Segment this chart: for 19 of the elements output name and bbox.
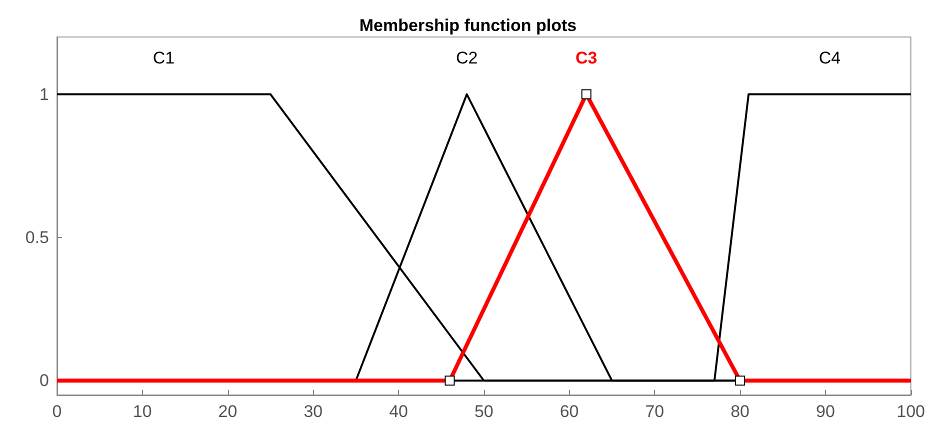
x-tick-label: 100 bbox=[896, 402, 926, 421]
y-tick-label: 1 bbox=[40, 84, 49, 104]
series-label: C4 bbox=[818, 48, 841, 68]
x-tick-label: 60 bbox=[560, 402, 579, 421]
x-tick-label: 10 bbox=[132, 402, 152, 421]
x-tick-label: 20 bbox=[218, 402, 238, 421]
chart-title: Membership function plots bbox=[359, 16, 577, 35]
x-tick-label: 40 bbox=[389, 402, 408, 421]
x-tick-label: 90 bbox=[816, 402, 835, 421]
series-label: C2 bbox=[456, 48, 478, 68]
series-label: C3 bbox=[576, 48, 598, 68]
series-label: C1 bbox=[152, 48, 175, 68]
x-tick-label: 80 bbox=[730, 402, 750, 421]
x-tick-label: 0 bbox=[52, 402, 62, 421]
y-tick-label: 0.5 bbox=[25, 228, 49, 247]
x-tick-label: 70 bbox=[645, 402, 664, 421]
y-tick-label: 0 bbox=[40, 371, 49, 390]
x-tick-label: 50 bbox=[474, 402, 494, 421]
x-tick-label: 30 bbox=[304, 402, 323, 421]
